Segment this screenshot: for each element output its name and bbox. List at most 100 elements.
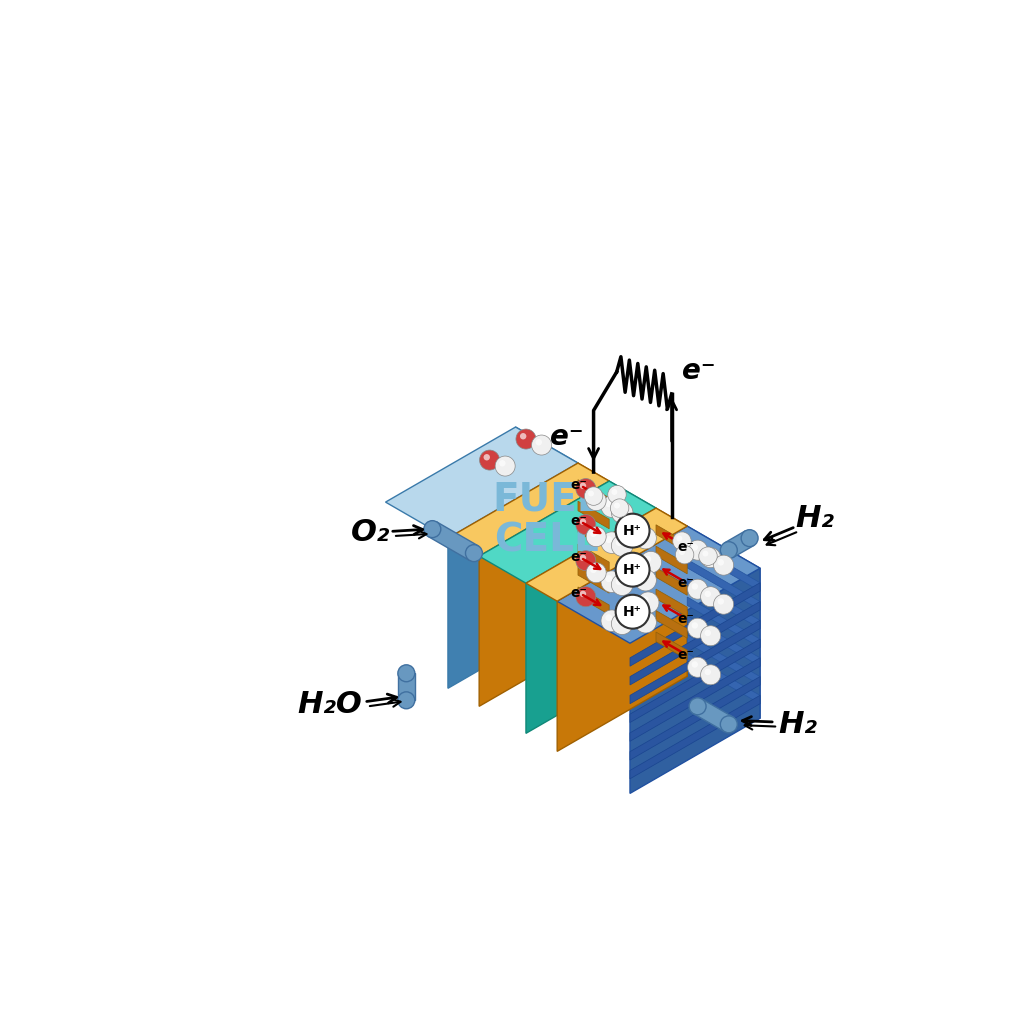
Circle shape <box>580 482 586 489</box>
Circle shape <box>605 537 612 543</box>
Circle shape <box>398 692 415 709</box>
Polygon shape <box>630 677 760 760</box>
Polygon shape <box>630 639 760 723</box>
Polygon shape <box>630 601 760 685</box>
Circle shape <box>611 613 633 635</box>
Text: FUEL
CELL: FUEL CELL <box>492 480 602 560</box>
Polygon shape <box>656 524 687 552</box>
Circle shape <box>698 547 717 565</box>
Polygon shape <box>687 526 760 718</box>
Circle shape <box>586 526 606 547</box>
Circle shape <box>644 556 651 562</box>
Text: e⁻: e⁻ <box>570 514 588 527</box>
Polygon shape <box>479 481 609 707</box>
Circle shape <box>687 540 708 560</box>
Circle shape <box>575 551 596 570</box>
Polygon shape <box>428 522 478 560</box>
Circle shape <box>590 495 597 501</box>
Circle shape <box>640 551 662 573</box>
Circle shape <box>531 435 552 455</box>
Circle shape <box>714 594 733 614</box>
Polygon shape <box>578 544 609 571</box>
Polygon shape <box>578 501 609 528</box>
Polygon shape <box>687 541 760 591</box>
Circle shape <box>687 580 708 599</box>
Circle shape <box>496 456 515 476</box>
Polygon shape <box>398 673 415 700</box>
Polygon shape <box>578 565 609 593</box>
Polygon shape <box>557 526 687 752</box>
Circle shape <box>741 529 758 547</box>
Polygon shape <box>687 579 760 629</box>
Circle shape <box>483 454 489 461</box>
Circle shape <box>700 587 721 606</box>
Text: e⁻: e⁻ <box>678 647 694 662</box>
Circle shape <box>499 460 506 467</box>
Circle shape <box>705 669 711 675</box>
Polygon shape <box>630 621 760 703</box>
Polygon shape <box>447 463 609 556</box>
Polygon shape <box>609 481 656 658</box>
Circle shape <box>615 553 649 587</box>
Circle shape <box>691 544 698 551</box>
Circle shape <box>575 587 596 606</box>
Circle shape <box>718 598 724 604</box>
Polygon shape <box>687 653 760 703</box>
Circle shape <box>611 535 633 556</box>
Polygon shape <box>578 479 609 507</box>
Circle shape <box>601 496 623 517</box>
Circle shape <box>700 665 721 685</box>
Text: e⁻: e⁻ <box>570 477 588 492</box>
Circle shape <box>676 546 694 564</box>
Circle shape <box>580 518 586 525</box>
Polygon shape <box>630 583 760 667</box>
Circle shape <box>673 531 691 550</box>
Polygon shape <box>687 559 760 610</box>
Circle shape <box>689 697 707 715</box>
Circle shape <box>718 559 724 565</box>
Circle shape <box>679 549 685 555</box>
Circle shape <box>700 548 721 567</box>
Circle shape <box>687 618 708 638</box>
Polygon shape <box>687 635 760 685</box>
Circle shape <box>677 536 682 542</box>
Circle shape <box>479 451 500 470</box>
Polygon shape <box>630 568 760 794</box>
Polygon shape <box>578 463 609 631</box>
Text: e⁻: e⁻ <box>678 611 694 626</box>
Circle shape <box>700 626 721 646</box>
Text: H⁺: H⁺ <box>624 562 642 577</box>
Text: H⁺: H⁺ <box>624 605 642 618</box>
Polygon shape <box>687 597 760 647</box>
Circle shape <box>639 531 646 539</box>
Polygon shape <box>656 632 687 659</box>
Circle shape <box>637 592 659 613</box>
Polygon shape <box>725 530 754 557</box>
Text: e⁻: e⁻ <box>682 356 716 385</box>
Text: e⁻: e⁻ <box>550 424 584 452</box>
Circle shape <box>615 506 623 513</box>
Text: e⁻: e⁻ <box>570 586 588 600</box>
Circle shape <box>516 429 536 450</box>
Polygon shape <box>656 546 687 573</box>
Text: O₂: O₂ <box>351 518 390 548</box>
Circle shape <box>605 500 612 507</box>
Circle shape <box>611 502 633 523</box>
Circle shape <box>590 566 597 573</box>
Polygon shape <box>578 587 609 614</box>
Circle shape <box>691 584 698 590</box>
Circle shape <box>615 595 649 629</box>
Polygon shape <box>557 526 760 643</box>
Polygon shape <box>656 610 687 638</box>
Circle shape <box>714 555 733 575</box>
Circle shape <box>466 545 482 561</box>
Circle shape <box>635 569 656 591</box>
Circle shape <box>705 552 711 558</box>
Circle shape <box>588 490 594 497</box>
Circle shape <box>702 551 709 556</box>
Circle shape <box>575 515 596 535</box>
Polygon shape <box>656 508 687 676</box>
Circle shape <box>520 433 526 439</box>
Circle shape <box>536 439 542 445</box>
Text: e⁻: e⁻ <box>678 575 694 590</box>
